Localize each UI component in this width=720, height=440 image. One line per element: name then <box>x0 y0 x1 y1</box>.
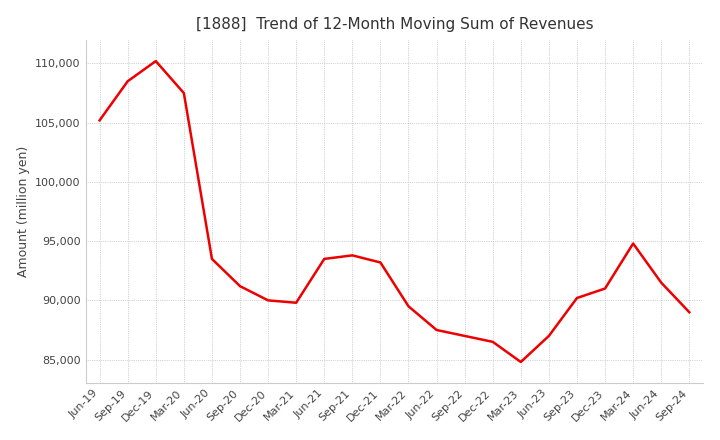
Y-axis label: Amount (million yen): Amount (million yen) <box>17 146 30 277</box>
Title: [1888]  Trend of 12-Month Moving Sum of Revenues: [1888] Trend of 12-Month Moving Sum of R… <box>196 17 593 32</box>
